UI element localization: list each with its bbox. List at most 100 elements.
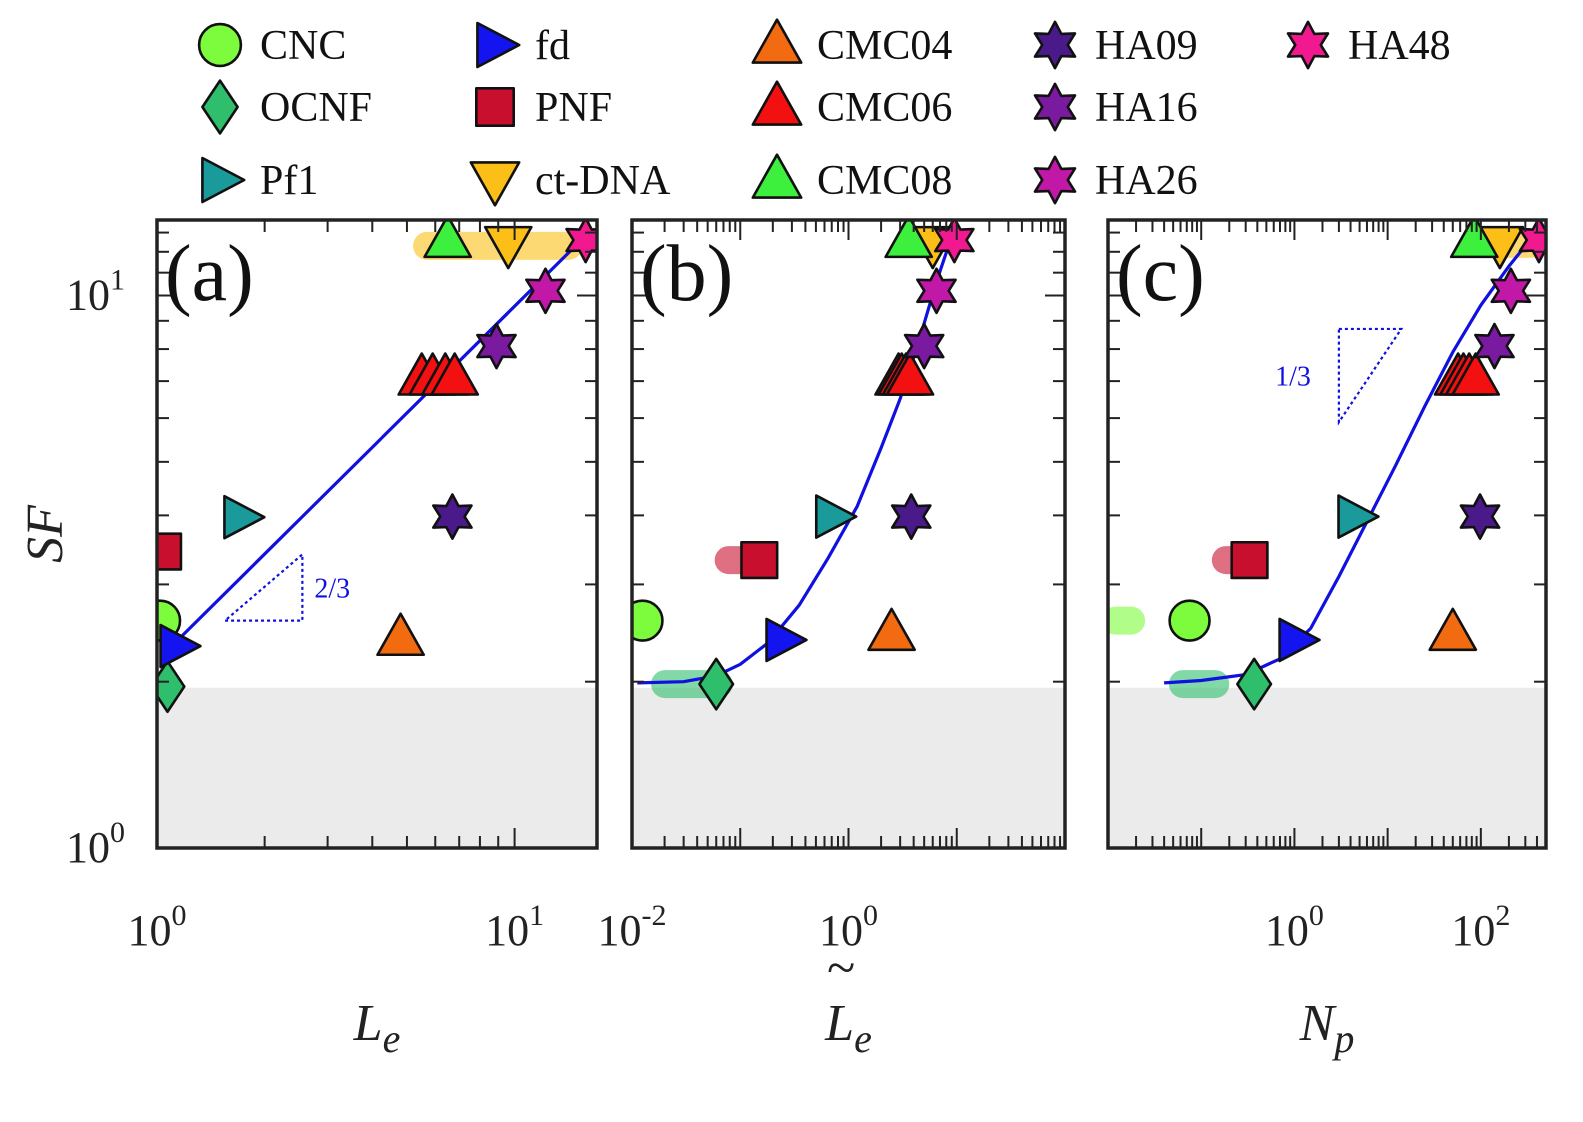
- legend-label-ct-dna: ct-DNA: [535, 158, 671, 204]
- legend-label-cmc08: CMC08: [817, 158, 952, 204]
- point-cmc04: [867, 607, 916, 652]
- slope-label: 1/3: [1275, 362, 1311, 393]
- point-cmc08: [1449, 220, 1499, 259]
- legend-marker-ha09: [1033, 20, 1077, 70]
- x-axis-tilde: ~: [826, 940, 854, 997]
- band-0: [1168, 670, 1230, 699]
- band-2: [1108, 606, 1146, 635]
- point-cmc06: [885, 352, 935, 396]
- point-ocnf: [1236, 657, 1273, 711]
- panel-c: 1/3 (c) 100 102 Np: [1106, 218, 1548, 1061]
- y-axis: 100 101 SF: [17, 264, 125, 872]
- point-pf1: [223, 494, 266, 540]
- point-fd: [1278, 617, 1321, 663]
- point-cnc: [1168, 599, 1211, 642]
- point-ocnf: [157, 660, 186, 714]
- x-tick-label-0: 100: [128, 899, 187, 955]
- ticks: [1107, 220, 1547, 849]
- shaded-region: [632, 687, 1065, 848]
- point-cmc08: [423, 220, 473, 259]
- x-tick-label-0: 100: [819, 899, 878, 955]
- legend-marker-cnc: [197, 22, 243, 68]
- x-tick-label-1: 101: [485, 899, 544, 955]
- point-ha16: [903, 322, 945, 370]
- legend-marker-ha48: [1286, 20, 1330, 70]
- point-pf1: [814, 494, 858, 539]
- point-cmc06: [430, 352, 480, 396]
- x-tick-label-0: 100: [1265, 899, 1324, 955]
- legend-label-pnf: PNF: [535, 85, 612, 131]
- shaded-region: [1108, 687, 1546, 848]
- legend-label-ha48: HA48: [1348, 23, 1451, 69]
- point-pnf: [1230, 540, 1269, 580]
- point-pnf: [157, 532, 183, 571]
- y-axis-title: SF: [17, 504, 74, 563]
- legend-label-ha26: HA26: [1095, 158, 1198, 204]
- point-cmc04: [376, 612, 426, 657]
- point-cmc08: [884, 220, 934, 259]
- point-ocnf: [698, 657, 735, 711]
- point-ha26: [1490, 267, 1532, 315]
- point-cmc04: [1428, 607, 1478, 652]
- x-axis-title: Le: [824, 995, 872, 1061]
- legend-label-ha16: HA16: [1095, 85, 1198, 131]
- panel-tag-a: (a): [165, 230, 254, 318]
- y-tick-label-1: 101: [66, 264, 125, 320]
- point-ha09: [432, 493, 473, 540]
- legend-label-ha09: HA09: [1095, 23, 1198, 69]
- x-axis-title: Np: [1299, 995, 1355, 1061]
- legend-marker-ha26: [1033, 155, 1077, 205]
- plot-frame: [155, 218, 599, 850]
- x-tick-label-2: 10-2: [598, 899, 667, 955]
- ticks: [156, 220, 597, 849]
- point-fd: [159, 623, 202, 669]
- legend-marker-cmc04: [751, 18, 803, 64]
- legend-marker-cmc06: [751, 80, 803, 126]
- point-fd: [765, 617, 808, 663]
- x-tick-label-2: 102: [1451, 899, 1510, 955]
- legend-label-cnc: CNC: [260, 23, 346, 69]
- point-pnf: [740, 540, 779, 580]
- plot-frame: [1106, 218, 1548, 850]
- point-ct-dna: [483, 225, 533, 270]
- legend-label-cmc06: CMC06: [817, 85, 952, 131]
- legend-label-ocnf: OCNF: [260, 85, 372, 131]
- legend-marker-pnf: [474, 87, 515, 128]
- point-cnc: [632, 599, 664, 642]
- legend-label-pf1: Pf1: [260, 158, 318, 204]
- plot-frame: [630, 218, 1067, 850]
- panel-a: 2/3 (a) 100 101 Le: [128, 218, 599, 1061]
- legend-label-fd: fd: [535, 23, 570, 69]
- panel-tag-b: (b): [640, 230, 733, 318]
- x-axis-title: Le: [353, 995, 401, 1061]
- point-pf1: [1337, 494, 1380, 539]
- slope-label: 2/3: [314, 573, 350, 604]
- slope-triangle: [222, 551, 304, 622]
- legend-marker-fd: [476, 21, 521, 69]
- y-tick-label-0: 100: [66, 816, 125, 872]
- point-ha26: [525, 267, 566, 315]
- panel-tag-c: (c): [1116, 230, 1205, 318]
- legend: CNC OCNF Pf1 fd PNF ct-DNA CMC04 CMC06 CMC08 HA09…: [197, 18, 1451, 207]
- point-ha16: [476, 322, 517, 370]
- legend-marker-cmc08: [751, 153, 803, 199]
- point-ha48: [933, 220, 975, 264]
- legend-marker-ha16: [1033, 82, 1077, 132]
- point-ha16: [1474, 322, 1515, 370]
- point-cmc06: [1451, 352, 1501, 396]
- legend-marker-ct-dna: [469, 161, 521, 207]
- panel-b: (b) 10-2 100 Le~: [598, 218, 1067, 1061]
- ticks: [631, 220, 1066, 849]
- point-ha26: [916, 267, 957, 315]
- fit-line: [166, 244, 577, 652]
- slope-triangle: [1337, 327, 1404, 426]
- legend-label-cmc04: CMC04: [817, 23, 952, 69]
- point-ha09: [1459, 493, 1501, 540]
- fit-line: [1163, 244, 1527, 685]
- point-ha09: [890, 493, 932, 540]
- legend-marker-pf1: [201, 156, 246, 204]
- shaded-region: [157, 687, 597, 848]
- legend-marker-ocnf: [201, 79, 239, 135]
